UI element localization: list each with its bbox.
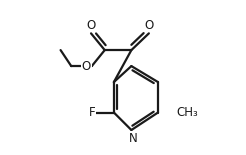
Text: N: N: [128, 132, 137, 145]
Text: F: F: [89, 106, 96, 119]
Text: O: O: [144, 19, 154, 32]
Text: O: O: [86, 19, 96, 32]
Text: CH₃: CH₃: [176, 106, 198, 119]
Text: O: O: [82, 60, 91, 73]
